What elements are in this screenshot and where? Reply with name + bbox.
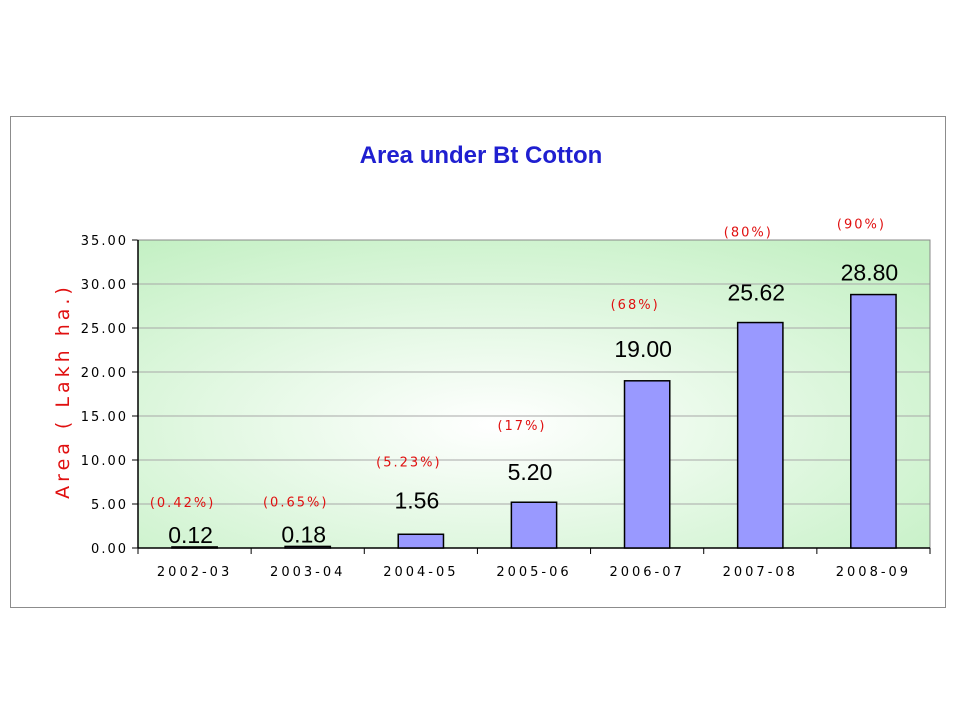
x-tick-label: 2006-07 [609, 565, 684, 580]
value-label: 28.80 [841, 260, 899, 286]
value-label: 19.00 [614, 336, 672, 362]
value-label: 0.12 [168, 522, 213, 548]
x-tick-label: 2005-06 [496, 565, 571, 580]
share-label: (5.23%) [376, 455, 441, 470]
y-tick-label: 0.00 [91, 542, 128, 557]
bar [623, 380, 671, 549]
bar [397, 533, 445, 549]
share-label: (17%) [497, 419, 546, 434]
plot-background [138, 240, 930, 548]
x-tick-label: 2002-03 [157, 565, 232, 580]
value-label: 25.62 [728, 280, 786, 306]
x-tick-label: 2007-08 [723, 565, 798, 580]
share-label: (68%) [611, 298, 660, 313]
x-tick-label: 2003-04 [270, 565, 345, 580]
y-tick-label: 35.00 [81, 234, 128, 249]
bar-chart: Area under Bt Cotton Area ( Lakh ha.) 0.… [52, 142, 931, 580]
y-tick-label: 5.00 [91, 498, 128, 513]
value-label: 0.18 [281, 521, 326, 547]
bar [284, 545, 332, 549]
y-tick-label: 20.00 [81, 366, 128, 381]
bar [510, 501, 558, 549]
y-tick-label: 10.00 [81, 454, 128, 469]
share-label: (80%) [724, 226, 773, 241]
y-tick-label: 30.00 [81, 278, 128, 293]
bar [171, 546, 218, 549]
bar [736, 321, 784, 549]
chart-title: Area under Bt Cotton [360, 142, 603, 169]
y-axis-label: Area ( Lakh ha.) [52, 283, 74, 499]
share-label: (0.42%) [150, 496, 215, 511]
y-tick-label: 15.00 [81, 410, 128, 425]
plot-area: 0.00 5.00 10.00 15.00 20.00 25.00 30.00 35.00 20… [81, 218, 931, 580]
x-tick-label: 2008-09 [836, 565, 911, 580]
value-label: 1.56 [394, 487, 439, 513]
value-label: 5.20 [508, 459, 553, 485]
share-label: (0.65%) [263, 495, 328, 510]
share-label: (90%) [837, 218, 886, 233]
bar [850, 293, 897, 549]
x-tick-label: 2004-05 [383, 565, 458, 580]
y-tick-label: 25.00 [81, 322, 128, 337]
chart-frame: Area under Bt Cotton Area ( Lakh ha.) 0.… [10, 116, 946, 608]
